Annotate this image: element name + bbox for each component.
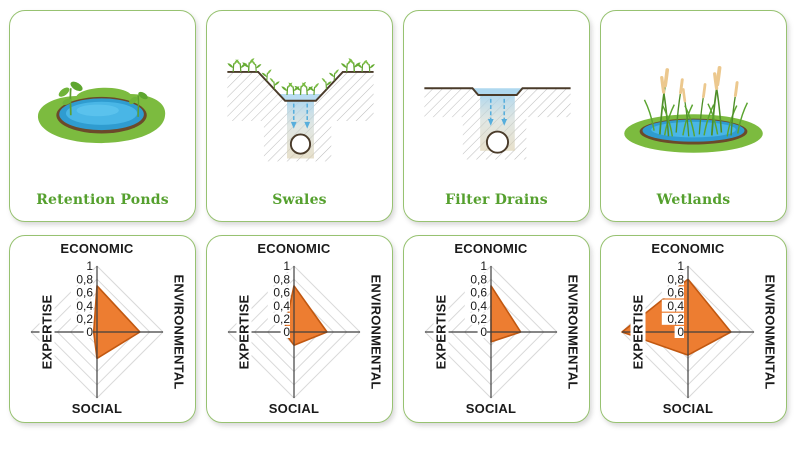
radar-tick-label: 0,2 bbox=[667, 312, 684, 326]
radar-card-wetlands: ECONOMIC ENVIRONMENTAL SOCIAL EXPERTISE … bbox=[600, 235, 787, 423]
axis-label-expertise: EXPERTISE bbox=[236, 292, 252, 372]
radar-tick-label: 0,6 bbox=[273, 286, 290, 300]
swale-water-surface bbox=[278, 94, 322, 101]
tick-label-background bbox=[267, 299, 290, 312]
tick-label-background bbox=[70, 312, 93, 325]
tick-label-background bbox=[477, 260, 487, 272]
radar-tick-label: 0 bbox=[677, 325, 684, 339]
radar-tick-label: 0,6 bbox=[470, 286, 487, 300]
tick-label-background bbox=[267, 273, 290, 286]
radar-card-filter-drains: ECONOMIC ENVIRONMENTAL SOCIAL EXPERTISE … bbox=[403, 235, 590, 423]
card-wetlands: Wetlands bbox=[600, 10, 787, 222]
tick-label-background bbox=[661, 299, 684, 312]
drain-pipe bbox=[485, 130, 509, 154]
radar-tick-label: 0 bbox=[480, 325, 487, 339]
tick-label-background bbox=[280, 326, 290, 338]
axis-label-social: SOCIAL bbox=[266, 401, 322, 416]
radar-tick-label: 0 bbox=[86, 325, 93, 339]
tick-label-background bbox=[70, 273, 93, 286]
radar-tick-label: 1 bbox=[677, 259, 684, 273]
retention-ponds-illustration bbox=[37, 81, 165, 144]
radar-tick-label: 0,4 bbox=[470, 299, 487, 313]
tick-label-background bbox=[267, 312, 290, 325]
radar-tick-label: 1 bbox=[86, 259, 93, 273]
axis-label-economic: ECONOMIC bbox=[452, 241, 530, 256]
tick-label-background bbox=[267, 286, 290, 299]
card-title: Retention Ponds bbox=[36, 192, 169, 208]
radar-card-swales: ECONOMIC ENVIRONMENTAL SOCIAL EXPERTISE … bbox=[206, 235, 393, 423]
radar-tick-label: 0,4 bbox=[273, 299, 290, 313]
radar-tick-label: 0 bbox=[283, 325, 290, 339]
tick-label-background bbox=[661, 286, 684, 299]
tick-label-background bbox=[280, 260, 290, 272]
tick-label-background bbox=[674, 260, 684, 272]
radar-tick-label: 0,2 bbox=[273, 312, 290, 326]
radar-tick-label: 0,8 bbox=[667, 272, 684, 286]
tick-label-background bbox=[464, 273, 487, 286]
radar-tick-label: 0,6 bbox=[76, 286, 93, 300]
tick-label-background bbox=[70, 286, 93, 299]
tick-label-background bbox=[464, 286, 487, 299]
radar-tick-label: 0,8 bbox=[76, 272, 93, 286]
card-title: Filter Drains bbox=[445, 192, 548, 208]
radar-chart-filter-drains: 00,20,40,60,81 bbox=[424, 259, 558, 399]
tick-label-background bbox=[674, 326, 684, 338]
tick-label-background bbox=[83, 326, 93, 338]
infiltration-arrows bbox=[487, 98, 507, 126]
axis-label-environmental: ENVIRONMENTAL bbox=[368, 272, 384, 392]
axis-label-economic: ECONOMIC bbox=[58, 241, 136, 256]
tick-label-background bbox=[477, 326, 487, 338]
radar-chart-wetlands: 00,20,40,60,81 bbox=[621, 259, 755, 399]
axis-label-social: SOCIAL bbox=[463, 401, 519, 416]
radar-data-polygon bbox=[92, 284, 141, 360]
tick-label-background bbox=[661, 312, 684, 325]
filter-drains-illustration bbox=[423, 87, 571, 160]
radar-chart-retention-ponds: 00,20,40,60,81 bbox=[30, 259, 164, 399]
cards-grid: Retention Ponds bbox=[9, 10, 787, 423]
card-filter-drains: Filter Drains bbox=[403, 10, 590, 222]
axis-label-economic: ECONOMIC bbox=[649, 241, 727, 256]
axis-label-environmental: ENVIRONMENTAL bbox=[762, 272, 778, 392]
radar-tick-label: 1 bbox=[480, 259, 487, 273]
radar-data-polygon bbox=[283, 284, 328, 346]
axis-label-social: SOCIAL bbox=[69, 401, 125, 416]
card-swales: Swales bbox=[206, 10, 393, 222]
tick-label-background bbox=[464, 299, 487, 312]
tick-label-background bbox=[464, 312, 487, 325]
plant-icon bbox=[128, 91, 148, 117]
radar-card-retention-ponds: ECONOMIC ENVIRONMENTAL SOCIAL EXPERTISE … bbox=[9, 235, 196, 423]
radar-tick-label: 0,8 bbox=[470, 272, 487, 286]
card-title: Swales bbox=[272, 192, 327, 208]
ground-surface-line bbox=[423, 87, 571, 96]
axis-label-environmental: ENVIRONMENTAL bbox=[171, 272, 187, 392]
radar-tick-label: 0,4 bbox=[76, 299, 93, 313]
radar-tick-label: 0,2 bbox=[76, 312, 93, 326]
axis-label-expertise: EXPERTISE bbox=[433, 292, 449, 372]
drain-water-surface bbox=[470, 88, 524, 95]
wetlands-illustration bbox=[623, 66, 763, 153]
radar-tick-label: 0,2 bbox=[470, 312, 487, 326]
pond-highlight bbox=[76, 104, 119, 117]
radar-tick-label: 0,4 bbox=[667, 299, 684, 313]
radar-tick-label: 0,6 bbox=[667, 286, 684, 300]
card-retention-ponds: Retention Ponds bbox=[9, 10, 196, 222]
swales-illustration bbox=[226, 57, 376, 162]
drain-pipe bbox=[289, 133, 311, 155]
infiltration-arrows bbox=[290, 103, 310, 129]
tick-label-background bbox=[661, 273, 684, 286]
axis-label-expertise: EXPERTISE bbox=[39, 292, 55, 372]
card-title: Wetlands bbox=[656, 192, 731, 208]
axis-label-environmental: ENVIRONMENTAL bbox=[565, 272, 581, 392]
radar-chart-swales: 00,20,40,60,81 bbox=[227, 259, 361, 399]
axis-label-expertise: EXPERTISE bbox=[630, 292, 646, 372]
radar-tick-label: 1 bbox=[283, 259, 290, 273]
axis-label-social: SOCIAL bbox=[660, 401, 716, 416]
tick-label-background bbox=[70, 299, 93, 312]
tick-label-background bbox=[83, 260, 93, 272]
ground-surface-line bbox=[226, 70, 374, 102]
axis-label-economic: ECONOMIC bbox=[255, 241, 333, 256]
radar-tick-label: 0,8 bbox=[273, 272, 290, 286]
plant-icon bbox=[58, 81, 83, 116]
